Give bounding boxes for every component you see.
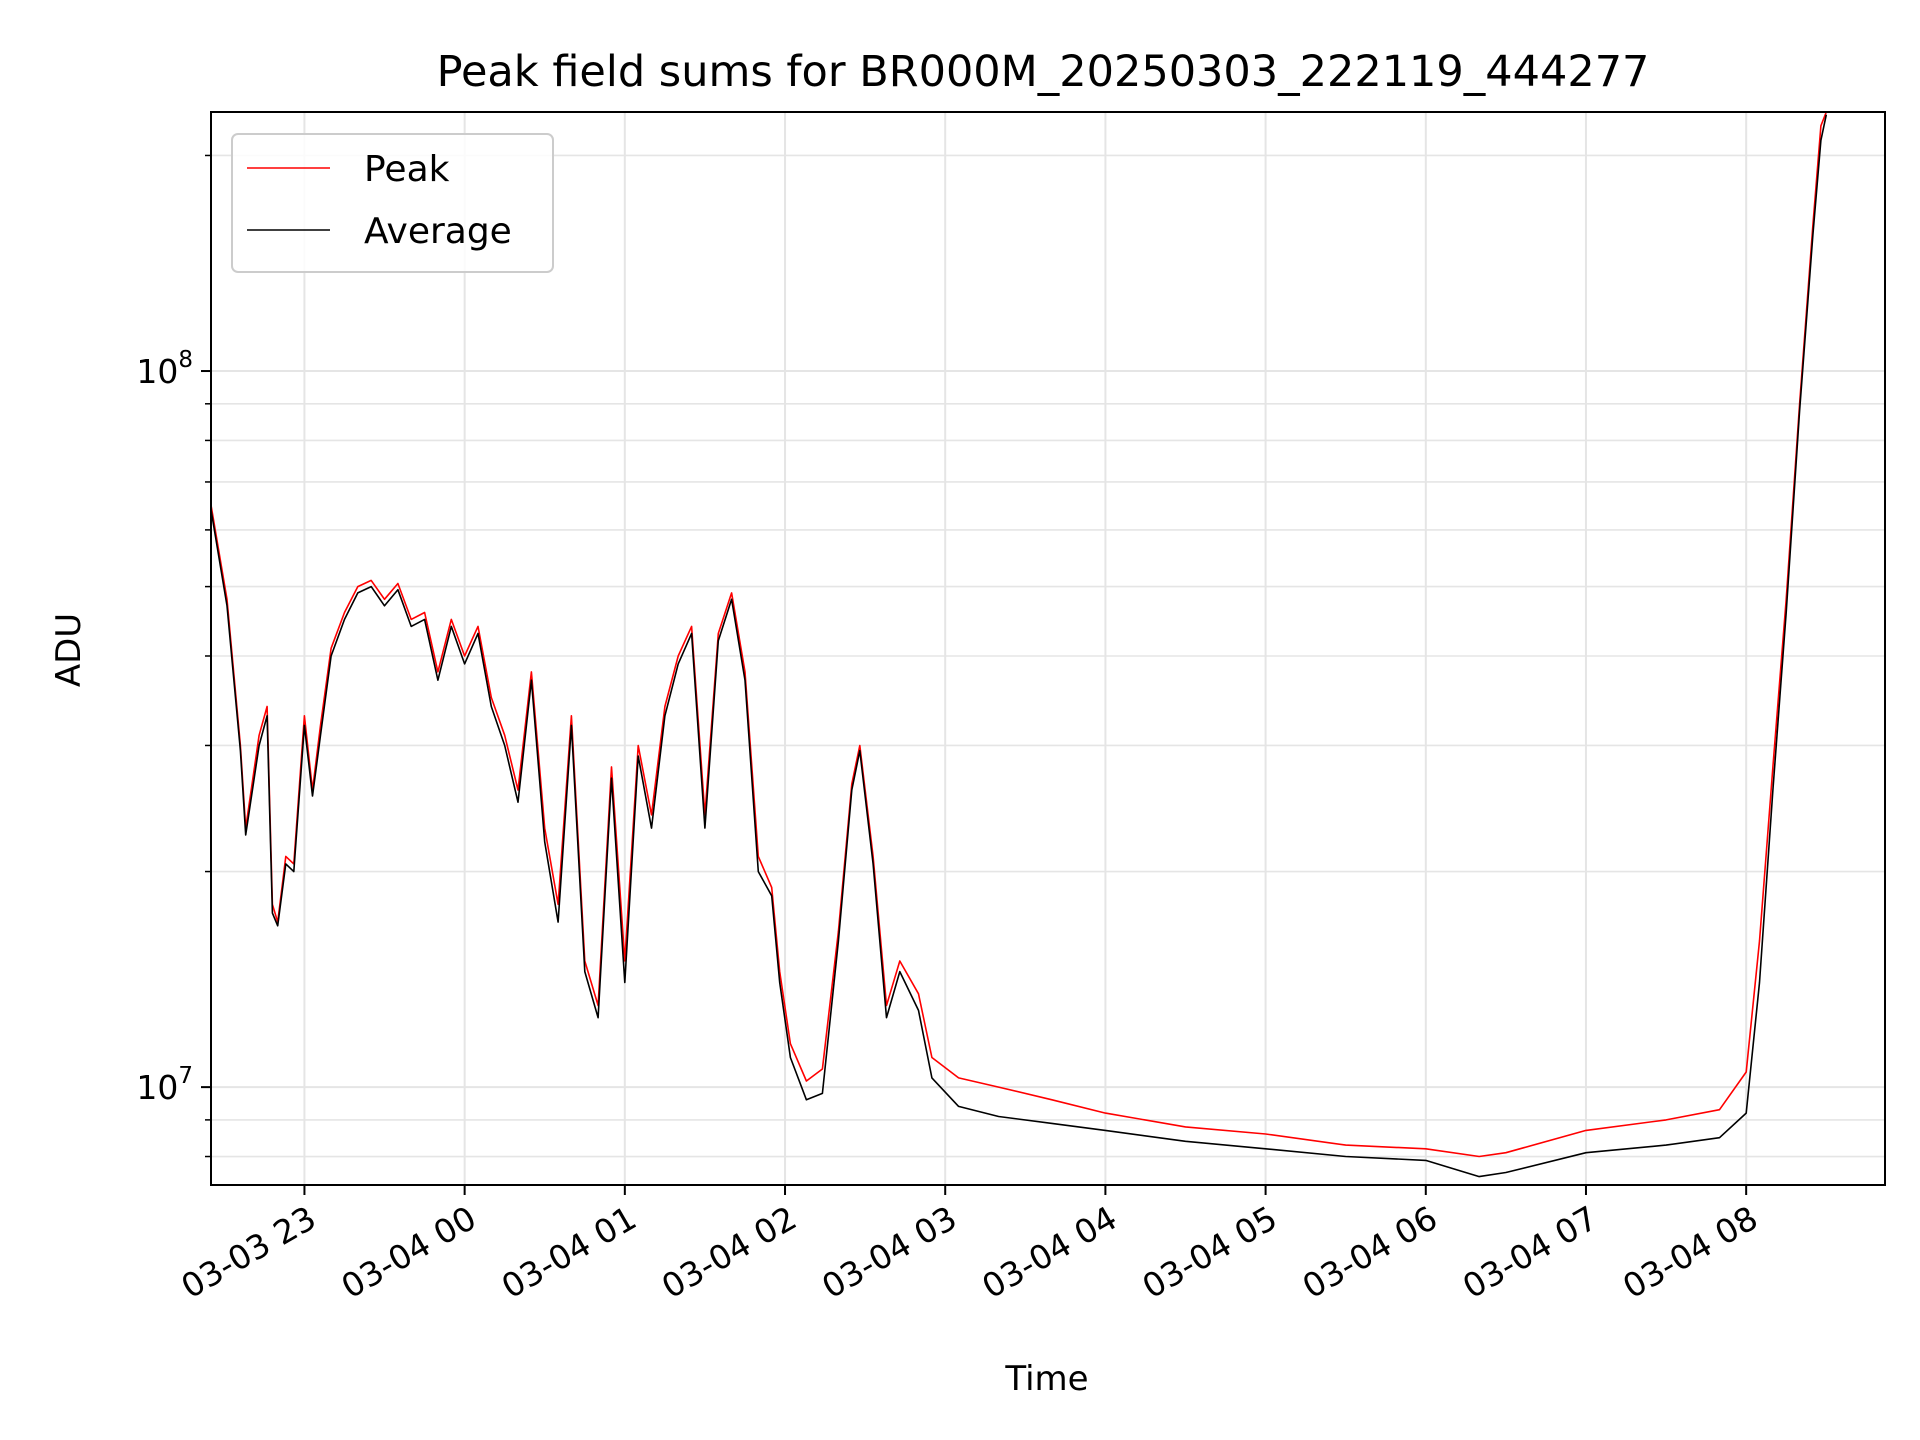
chart-title: Peak field sums for BR000M_20250303_2221… [437,47,1650,97]
y-tick-exponent: 7 [178,1063,193,1089]
y-tick-base: 10 [136,352,178,391]
y-axis-label: ADU [49,613,89,687]
x-axis-label: Time [1004,1359,1088,1399]
grid [211,112,1885,1185]
legend-label-peak: Peak [364,149,450,190]
series-line-peak [211,112,1828,1158]
series-layer [211,112,1828,1178]
legend: Peak Average [231,133,554,273]
y-tick-label: 108 [136,347,193,391]
y-tick-label: 107 [136,1063,193,1107]
y-tick-exponent: 8 [178,347,193,373]
legend-label-average: Average [364,211,512,252]
plot-frame [210,111,1886,1186]
series-line-average [211,114,1828,1178]
y-tick-base: 10 [136,1068,178,1107]
